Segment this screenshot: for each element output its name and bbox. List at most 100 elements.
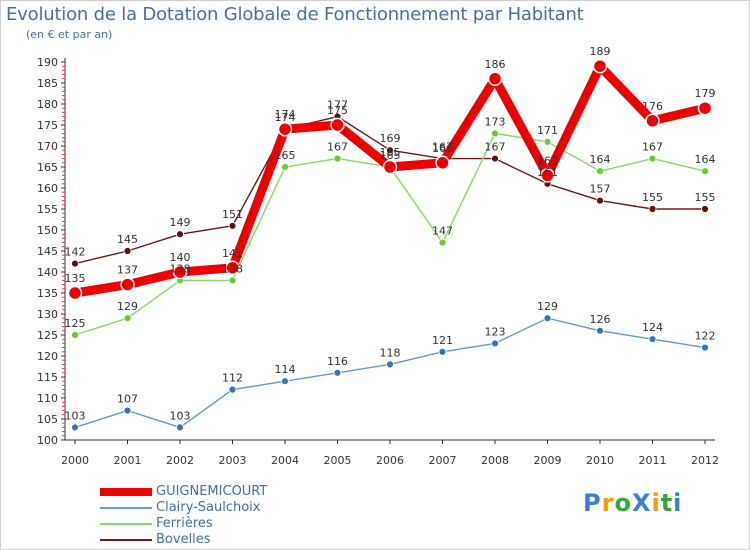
data-point — [596, 167, 604, 176]
data-point — [228, 276, 237, 285]
x-tick-label: 2008 — [481, 454, 509, 467]
x-tick-label: 2010 — [586, 454, 614, 467]
chart-subtitle: (en € et par an) — [26, 28, 113, 41]
data-point — [543, 137, 552, 146]
legend-swatch — [100, 507, 152, 509]
y-tick-label: 180 — [37, 98, 58, 111]
logo-letter: r — [601, 489, 615, 517]
data-label: 125 — [65, 317, 86, 330]
data-point — [228, 221, 237, 230]
data-point — [225, 260, 240, 276]
y-tick-label: 165 — [37, 161, 58, 174]
data-point — [176, 230, 184, 239]
data-label: 174 — [275, 111, 296, 124]
legend-label: GUIGNEMICOURT — [156, 484, 268, 499]
data-point — [277, 121, 293, 137]
x-tick-label: 2003 — [219, 454, 247, 467]
data-point — [491, 154, 499, 163]
data-point — [281, 377, 289, 386]
legend-item: GUIGNEMICOURT — [100, 484, 360, 500]
legend-swatch — [100, 523, 152, 525]
logo-letter: i — [673, 489, 683, 517]
y-tick-label: 160 — [37, 182, 58, 195]
data-label: 186 — [485, 58, 506, 71]
data-label: 112 — [222, 372, 243, 385]
data-label: 126 — [590, 313, 611, 326]
data-label: 167 — [485, 141, 506, 154]
data-label: 155 — [695, 191, 716, 204]
data-label: 129 — [117, 300, 138, 313]
data-point — [701, 343, 709, 352]
data-point — [648, 335, 657, 344]
data-label: 163 — [537, 154, 558, 167]
y-tick-label: 155 — [37, 203, 58, 216]
y-tick-label: 150 — [37, 224, 58, 237]
legend-label: Bovelles — [156, 532, 211, 547]
y-tick-label: 105 — [37, 413, 58, 426]
legend-swatch — [100, 488, 152, 496]
y-tick-label: 175 — [37, 119, 58, 132]
proxiti-logo: ProXiti — [583, 489, 682, 517]
data-label: 107 — [117, 393, 138, 406]
x-tick-label: 2002 — [166, 454, 194, 467]
data-label: 138 — [170, 262, 191, 275]
legend-item: Bovelles — [100, 532, 360, 548]
y-tick-label: 115 — [37, 371, 58, 384]
data-point — [540, 168, 555, 183]
data-label: 165 — [380, 149, 401, 162]
data-point — [382, 159, 398, 175]
data-point — [648, 154, 657, 163]
x-tick-label: 2009 — [534, 454, 562, 467]
legend-label: Ferrières — [156, 516, 213, 531]
data-label: 149 — [170, 216, 191, 229]
logo-letter: t — [660, 489, 674, 517]
data-label: 173 — [485, 115, 506, 128]
x-tick-label: 2005 — [324, 454, 352, 467]
data-point — [228, 385, 237, 394]
data-point — [176, 423, 184, 432]
data-point — [438, 238, 447, 247]
logo-letter: P — [583, 489, 602, 517]
data-point — [71, 259, 79, 268]
data-point — [592, 58, 608, 74]
data-point — [172, 264, 188, 280]
data-label: 155 — [642, 191, 663, 204]
data-point — [701, 167, 709, 176]
x-tick-label: 2000 — [61, 454, 89, 467]
data-label: 140 — [170, 251, 191, 264]
data-point — [333, 368, 342, 377]
data-point — [648, 205, 657, 213]
legend-swatch — [100, 539, 152, 541]
x-tick-label: 2012 — [691, 454, 719, 467]
data-label: 138 — [222, 262, 243, 275]
y-tick-label: 170 — [37, 140, 58, 153]
y-tick-label: 145 — [37, 245, 58, 258]
line-chart: 100 105 110 115 120 125 130 135 140 145 150 155 160 1… — [37, 45, 719, 467]
data-point — [123, 314, 132, 323]
data-label: 141 — [222, 247, 243, 260]
data-label: 123 — [485, 325, 506, 338]
logo-letter: i — [651, 489, 661, 517]
data-point — [67, 285, 83, 301]
data-point — [596, 196, 604, 205]
data-label: 164 — [695, 153, 716, 166]
data-point — [123, 406, 132, 415]
data-point — [120, 277, 135, 292]
logo-letter: X — [631, 489, 652, 517]
data-point — [701, 205, 709, 213]
data-point — [123, 247, 132, 255]
data-point — [543, 314, 552, 323]
x-tick-label: 2006 — [376, 454, 404, 467]
data-label: 166 — [432, 142, 453, 155]
data-label: 118 — [380, 346, 401, 359]
data-point — [491, 339, 499, 348]
data-label: 179 — [695, 87, 716, 100]
data-point — [333, 154, 342, 163]
chart-title: Evolution de la Dotation Globale de Fonc… — [6, 4, 584, 25]
data-point — [697, 100, 713, 116]
data-point — [438, 347, 447, 356]
y-tick-label: 185 — [37, 77, 58, 90]
data-label: 171 — [537, 124, 558, 137]
data-label: 129 — [537, 300, 558, 313]
data-label: 116 — [327, 355, 348, 368]
